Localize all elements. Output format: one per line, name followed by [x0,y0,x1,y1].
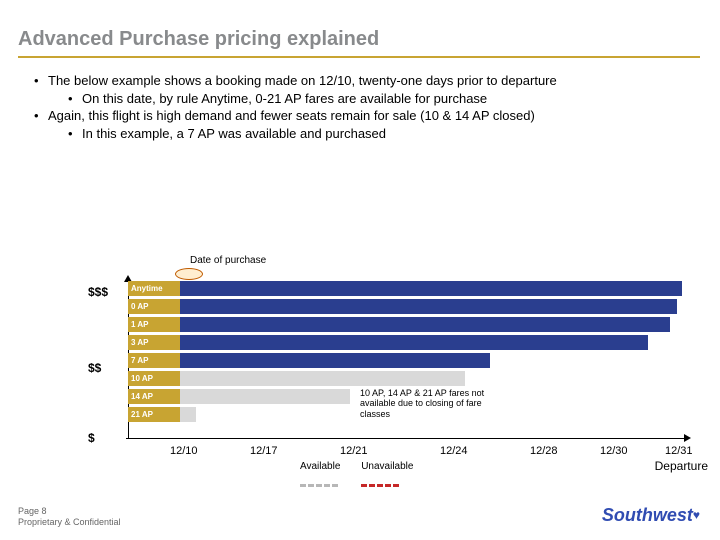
heart-icon: ♥ [693,508,700,522]
bar-row: 0 AP [128,299,683,317]
legend-unavailable: Unavailable [361,469,413,491]
bullet-1a-text: On this date, by rule Anytime, 0-21 AP f… [82,91,487,106]
y-label-low: $ [88,431,95,445]
bar-available [180,335,648,350]
bullet-1: •The below example shows a booking made … [34,72,674,90]
x-tick: 12/24 [440,445,468,457]
bar-available [180,281,682,296]
x-axis-arrow-icon [684,434,691,442]
footer-page: Page 8 [18,506,121,517]
footer-prop: Proprietary & Confidential [18,517,121,528]
purchase-marker-icon [175,268,203,280]
dash-unavailable-icon [361,484,399,487]
x-tick: 12/31 [665,445,693,457]
bullet-1a: •On this date, by rule Anytime, 0-21 AP … [34,90,674,108]
title-underline [18,56,700,58]
legend-available-text: Available [300,461,340,472]
row-label: 7 AP [128,353,180,368]
bar-row: 1 AP [128,317,683,335]
x-tick: 12/28 [530,445,558,457]
legend-unavailable-text: Unavailable [361,461,413,472]
bar-unavailable [180,389,350,404]
bullet-list: •The below example shows a booking made … [34,72,674,142]
x-tick: 12/17 [250,445,278,457]
bar-row: 3 AP [128,335,683,353]
bar-row: 10 AP [128,371,683,389]
bar-unavailable [180,371,465,386]
x-tick: 12/10 [170,445,198,457]
row-label: 1 AP [128,317,180,332]
bar-available [180,299,677,314]
row-label: 0 AP [128,299,180,314]
bar-unavailable [180,407,196,422]
bullet-2a-text: In this example, a 7 AP was available an… [82,126,386,141]
bullet-1-text: The below example shows a booking made o… [48,73,557,88]
departure-label: Departure [655,459,708,473]
row-label: 10 AP [128,371,180,386]
bar-available [180,353,490,368]
bullet-2a: •In this example, a 7 AP was available a… [34,125,674,143]
bullet-2: •Again, this flight is high demand and f… [34,107,674,125]
row-label: Anytime [128,281,180,296]
x-tick: 12/21 [340,445,368,457]
row-label: 21 AP [128,407,180,422]
footer: Page 8 Proprietary & Confidential [18,506,121,528]
callout-text: 10 AP, 14 AP & 21 AP fares not available… [360,388,510,419]
dash-available-icon [300,484,338,487]
page-title: Advanced Purchase pricing explained [18,28,379,51]
row-label: 14 AP [128,389,180,404]
bar-row: 7 AP [128,353,683,371]
logo-part-2: west [653,505,693,525]
x-axis-line [126,438,686,439]
bar-row: Anytime [128,281,683,299]
bullet-2-text: Again, this flight is high demand and fe… [48,108,535,123]
row-label: 3 AP [128,335,180,350]
y-label-mid: $$ [88,361,101,375]
legend: Available Unavailable [300,469,431,491]
logo-part-1: South [602,505,653,525]
x-tick: 12/30 [600,445,628,457]
southwest-logo: Southwest ♥ [602,505,700,526]
purchase-date-label: Date of purchase [190,255,266,266]
bar-available [180,317,670,332]
chart: Date of purchase $$$ $$ $ Anytime 0 AP 1 A… [70,255,690,470]
legend-available: Available [300,469,340,491]
y-label-high: $$$ [88,285,108,299]
